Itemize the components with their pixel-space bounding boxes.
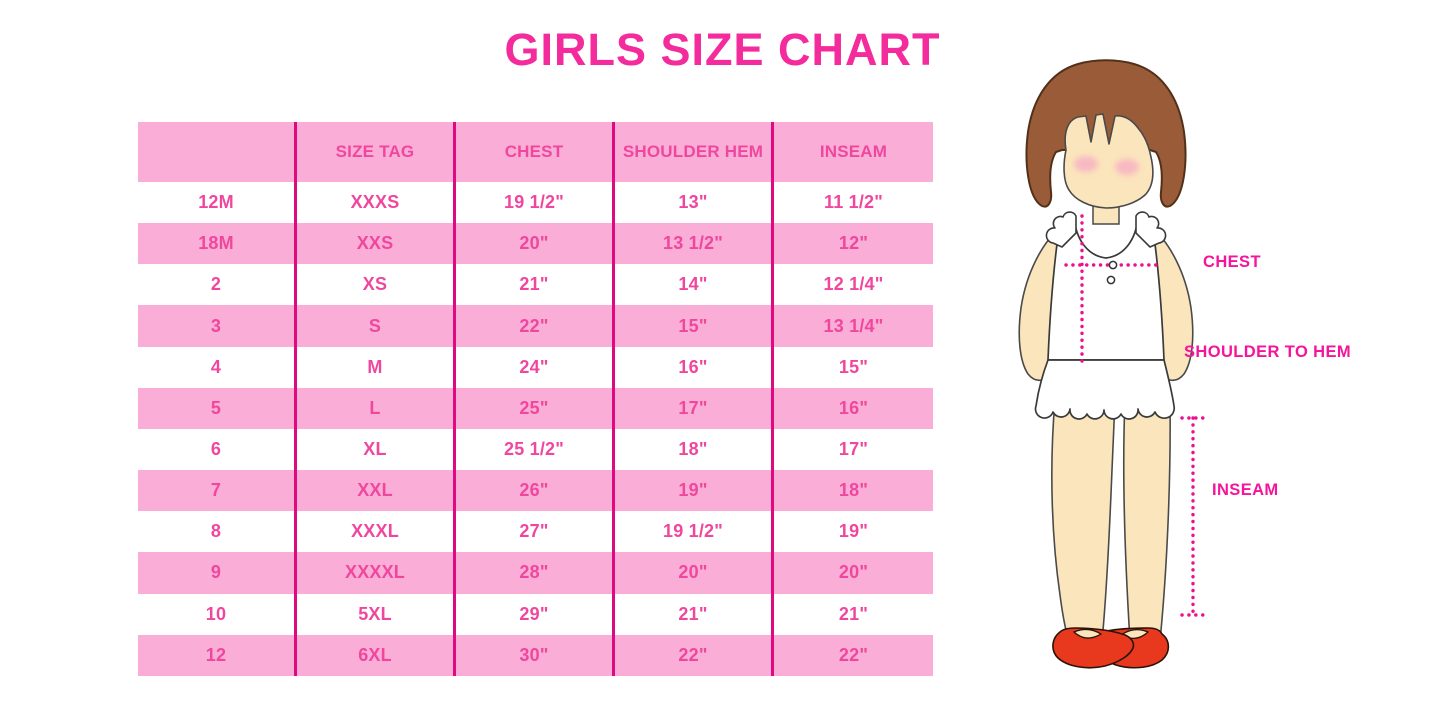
table-cell: XXXXL <box>297 552 456 594</box>
shirt-button-top <box>1108 260 1118 270</box>
table-cell: 24" <box>456 346 615 388</box>
table-header-chest: CHEST <box>456 122 615 182</box>
table-cell: 25 1/2" <box>456 428 615 471</box>
skirt-ruffle-shape <box>1034 359 1176 420</box>
table-cell: S <box>297 305 456 347</box>
table-cell: 6 <box>138 428 297 471</box>
table-cell: 16" <box>774 387 933 429</box>
right-shoulder-ruffle <box>1135 211 1167 248</box>
table-cell: 15" <box>615 305 774 347</box>
table-cell: 19" <box>774 511 933 553</box>
chest-label: CHEST <box>1203 253 1261 271</box>
table-header-blank <box>138 122 297 182</box>
table-cell: 28" <box>456 552 615 594</box>
page-title: GIRLS SIZE CHART <box>504 24 941 75</box>
left-shoe <box>1052 627 1135 669</box>
table-cell: 30" <box>456 634 615 676</box>
table-cell: M <box>297 346 456 388</box>
girl-illustration <box>1018 59 1207 669</box>
table-cell: 2 <box>138 264 297 306</box>
left-shoulder-ruffle <box>1045 211 1077 248</box>
size-table: SIZE TAG CHEST SHOULDER HEM INSEAM 12M XX… <box>138 122 933 676</box>
table-cell: XXXS <box>297 182 456 224</box>
table-cell: XXXL <box>297 511 456 553</box>
table-cell: 11 1/2" <box>774 182 933 224</box>
table-cell: 13" <box>615 182 774 224</box>
face-shape <box>1063 113 1154 209</box>
table-cell: 21" <box>456 264 615 306</box>
table-cell: 22" <box>615 634 774 676</box>
table-cell: 4 <box>138 346 297 388</box>
table-header-size-tag: SIZE TAG <box>297 122 456 182</box>
table-cell: XXS <box>297 223 456 265</box>
table-cell: 7 <box>138 470 297 512</box>
table-cell: 19 1/2" <box>615 511 774 553</box>
table-cell: 9 <box>138 552 297 594</box>
table-cell: 10 <box>138 593 297 635</box>
table-header-shoulder-hem: SHOULDER HEM <box>615 122 774 182</box>
table-cell: 17" <box>615 387 774 429</box>
table-cell: 13 1/2" <box>615 223 774 265</box>
table-cell: 13 1/4" <box>774 305 933 347</box>
table-cell: 20" <box>615 552 774 594</box>
table-cell: 29" <box>456 593 615 635</box>
inseam-label: INSEAM <box>1212 481 1279 499</box>
table-cell: 6XL <box>297 634 456 676</box>
table-cell: 18" <box>615 428 774 471</box>
table-cell: XL <box>297 428 456 471</box>
table-cell: 22" <box>774 634 933 676</box>
right-leg-shape <box>1123 399 1171 642</box>
table-cell: 12 <box>138 634 297 676</box>
table-cell: 19 1/2" <box>456 182 615 224</box>
table-cell: 20" <box>774 552 933 594</box>
shirt-button-bottom <box>1106 275 1116 285</box>
table-cell: 8 <box>138 511 297 553</box>
table-cell: 21" <box>615 593 774 635</box>
table-header-inseam: INSEAM <box>774 122 933 182</box>
table-cell: L <box>297 387 456 429</box>
table-cell: 25" <box>456 387 615 429</box>
right-cheek-blush <box>1115 159 1139 175</box>
table-cell: 12" <box>774 223 933 265</box>
table-cell: 26" <box>456 470 615 512</box>
left-leg-shape <box>1051 399 1116 642</box>
table-cell: 18M <box>138 223 297 265</box>
table-cell: 21" <box>774 593 933 635</box>
shoulder-to-hem-label: SHOULDER TO HEM <box>1184 343 1352 361</box>
table-cell: 12 1/4" <box>774 264 933 306</box>
table-cell: 27" <box>456 511 615 553</box>
table-cell: 18" <box>774 470 933 512</box>
table-cell: 3 <box>138 305 297 347</box>
table-cell: XXL <box>297 470 456 512</box>
table-cell: 15" <box>774 346 933 388</box>
table-cell: 5 <box>138 387 297 429</box>
table-cell: 12M <box>138 182 297 224</box>
table-cell: 5XL <box>297 593 456 635</box>
table-cell: XS <box>297 264 456 306</box>
left-cheek-blush <box>1074 156 1098 172</box>
shirt-body-shape <box>1047 216 1165 361</box>
table-cell: 16" <box>615 346 774 388</box>
table-cell: 17" <box>774 428 933 471</box>
table-cell: 19" <box>615 470 774 512</box>
table-cell: 22" <box>456 305 615 347</box>
table-cell: 20" <box>456 223 615 265</box>
table-cell: 14" <box>615 264 774 306</box>
